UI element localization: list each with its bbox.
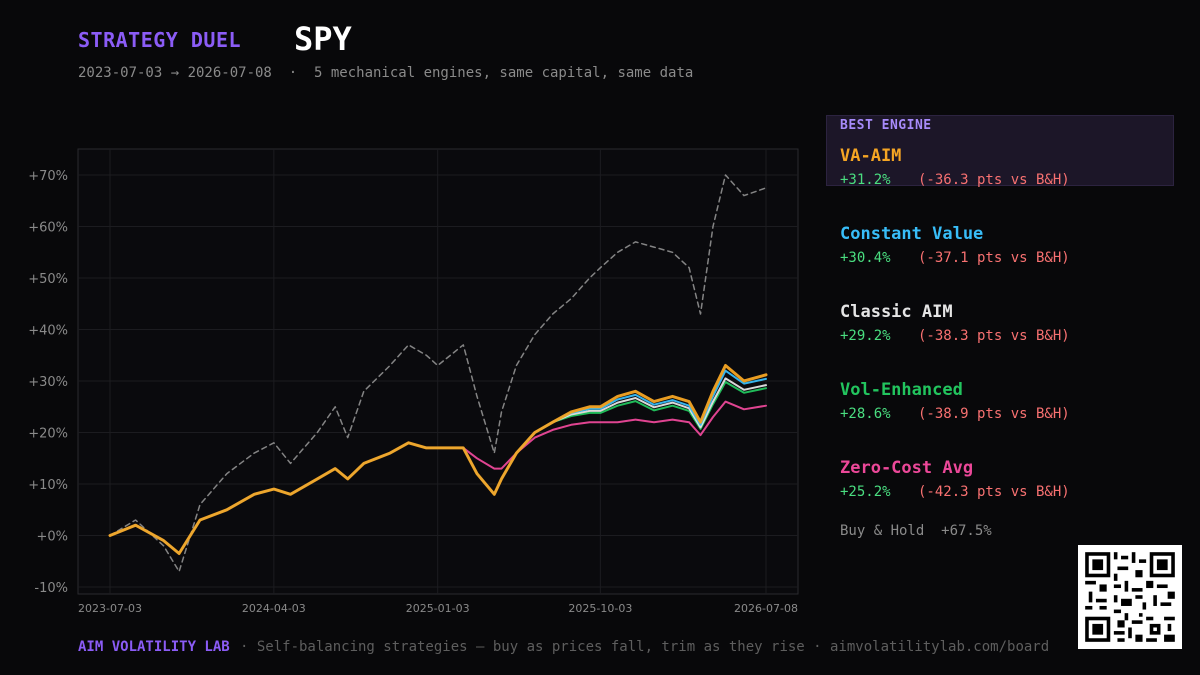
y-tick-label: +30% (28, 375, 68, 390)
x-tick-label: 2024-04-03 (242, 602, 306, 615)
y-tick-label: +20% (28, 427, 68, 442)
x-tick-label: 2026-07-08 (734, 602, 798, 615)
engine-return: +28.6% (840, 406, 891, 422)
series-line-buy-hold (109, 174, 767, 573)
ticker-symbol: SPY (294, 20, 352, 58)
y-tick-label: +50% (28, 272, 68, 287)
engine-diff-vs-buyhold: (-38.3 pts vs B&H) (918, 328, 1070, 344)
y-tick-label: -10% (34, 581, 68, 596)
engine-name: Vol-Enhanced (840, 380, 963, 400)
engine-name: VA-AIM (840, 146, 902, 166)
engine-diff-vs-buyhold: (-42.3 pts vs B&H) (918, 484, 1070, 500)
qr-code-icon[interactable] (1078, 545, 1182, 649)
engine-return: +30.4% (840, 250, 891, 266)
best-engine-highlight (826, 115, 1174, 186)
y-tick-label: +0% (36, 530, 68, 545)
y-tick-label: +10% (28, 478, 68, 493)
footer-brand[interactable]: AIM VOLATILITY LAB (78, 639, 230, 655)
x-tick-label: 2025-01-03 (406, 602, 470, 615)
y-tick-label: +40% (28, 324, 68, 339)
engine-name: Constant Value (840, 224, 984, 244)
subtitle: 2023-07-03 → 2026-07-08 · 5 mechanical e… (78, 65, 694, 81)
footer-tagline: · Self-balancing strategies — buy as pri… (240, 639, 1050, 655)
engine-return: +25.2% (840, 484, 891, 500)
engine-diff-vs-buyhold: (-37.1 pts vs B&H) (918, 250, 1070, 266)
x-tick-label: 2025-10-03 (568, 602, 632, 615)
best-engine-label: BEST ENGINE (840, 118, 932, 133)
engine-name: Classic AIM (840, 302, 953, 322)
engine-return: +31.2% (840, 172, 891, 188)
buy-hold-summary: Buy & Hold +67.5% (840, 523, 992, 539)
y-tick-label: +60% (28, 221, 68, 236)
engine-diff-vs-buyhold: (-38.9 pts vs B&H) (918, 406, 1070, 422)
brand-title: STRATEGY DUEL (78, 28, 242, 52)
series-line-va-aim (108, 364, 768, 555)
engine-return: +29.2% (840, 328, 891, 344)
x-tick-label: 2023-07-03 (78, 602, 142, 615)
y-tick-label: +70% (28, 169, 68, 184)
engine-diff-vs-buyhold: (-36.3 pts vs B&H) (918, 172, 1070, 188)
engine-name: Zero-Cost Avg (840, 458, 974, 478)
